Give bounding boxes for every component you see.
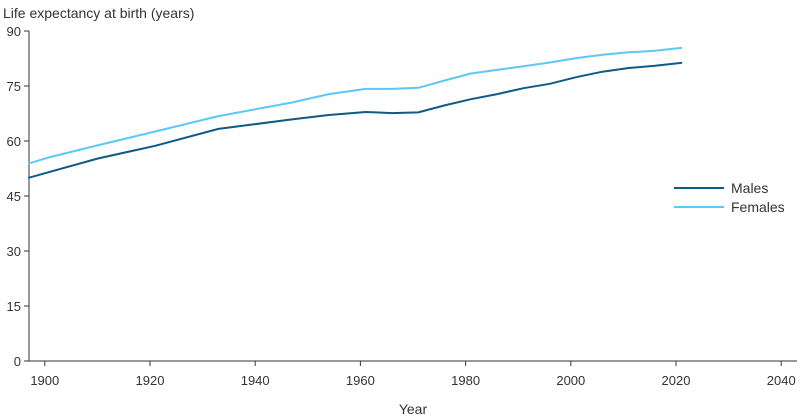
- series-lines: [28, 46, 683, 179]
- y-tick-label: 0: [14, 354, 21, 369]
- legend-label-males: Males: [731, 180, 768, 196]
- x-tick-label: 2040: [767, 373, 796, 388]
- x-tick-label: 1960: [346, 373, 375, 388]
- x-axis-title: Year: [399, 401, 428, 417]
- y-tick-label: 75: [7, 79, 21, 94]
- x-tick-label: 2020: [662, 373, 691, 388]
- y-axis-title: Life expectancy at birth (years): [3, 5, 194, 21]
- y-ticks: 0 15 30 45 60 75 90: [7, 24, 29, 369]
- series-line-females: [28, 46, 683, 165]
- series-line-males: [28, 61, 683, 179]
- y-tick-label: 90: [7, 24, 21, 39]
- x-tick-label: 1900: [30, 373, 59, 388]
- y-tick-label: 60: [7, 134, 21, 149]
- x-tick-label: 1940: [241, 373, 270, 388]
- y-tick-label: 15: [7, 299, 21, 314]
- x-tick-label: 1920: [136, 373, 165, 388]
- x-tick-label: 1980: [451, 373, 480, 388]
- legend-label-females: Females: [731, 199, 785, 215]
- y-tick-label: 30: [7, 244, 21, 259]
- y-tick-label: 45: [7, 189, 21, 204]
- legend: Males Females: [674, 180, 785, 215]
- x-tick-label: 2000: [556, 373, 585, 388]
- x-ticks: 1900 1920 1940 1960 1980 2000 2020 2040: [30, 361, 796, 388]
